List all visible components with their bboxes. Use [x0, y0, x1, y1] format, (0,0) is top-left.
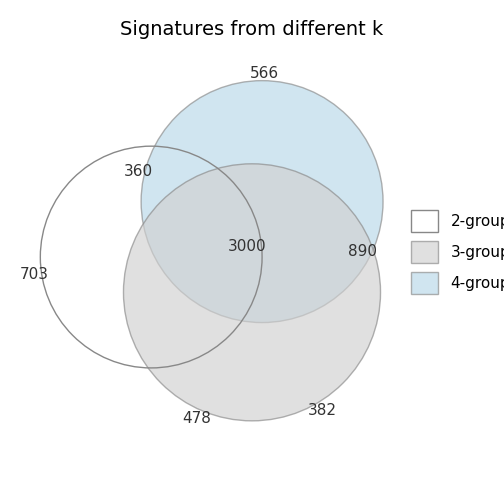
Circle shape [123, 164, 381, 421]
Text: 890: 890 [348, 244, 377, 260]
Text: 566: 566 [250, 66, 279, 81]
Text: 703: 703 [20, 267, 49, 282]
Circle shape [141, 81, 383, 323]
Text: 360: 360 [124, 164, 153, 179]
Text: 478: 478 [182, 411, 211, 426]
Text: 382: 382 [308, 403, 337, 418]
Text: 3000: 3000 [228, 239, 266, 255]
Legend: 2-group, 3-group, 4-group: 2-group, 3-group, 4-group [411, 210, 504, 294]
Text: Signatures from different k: Signatures from different k [120, 20, 384, 39]
